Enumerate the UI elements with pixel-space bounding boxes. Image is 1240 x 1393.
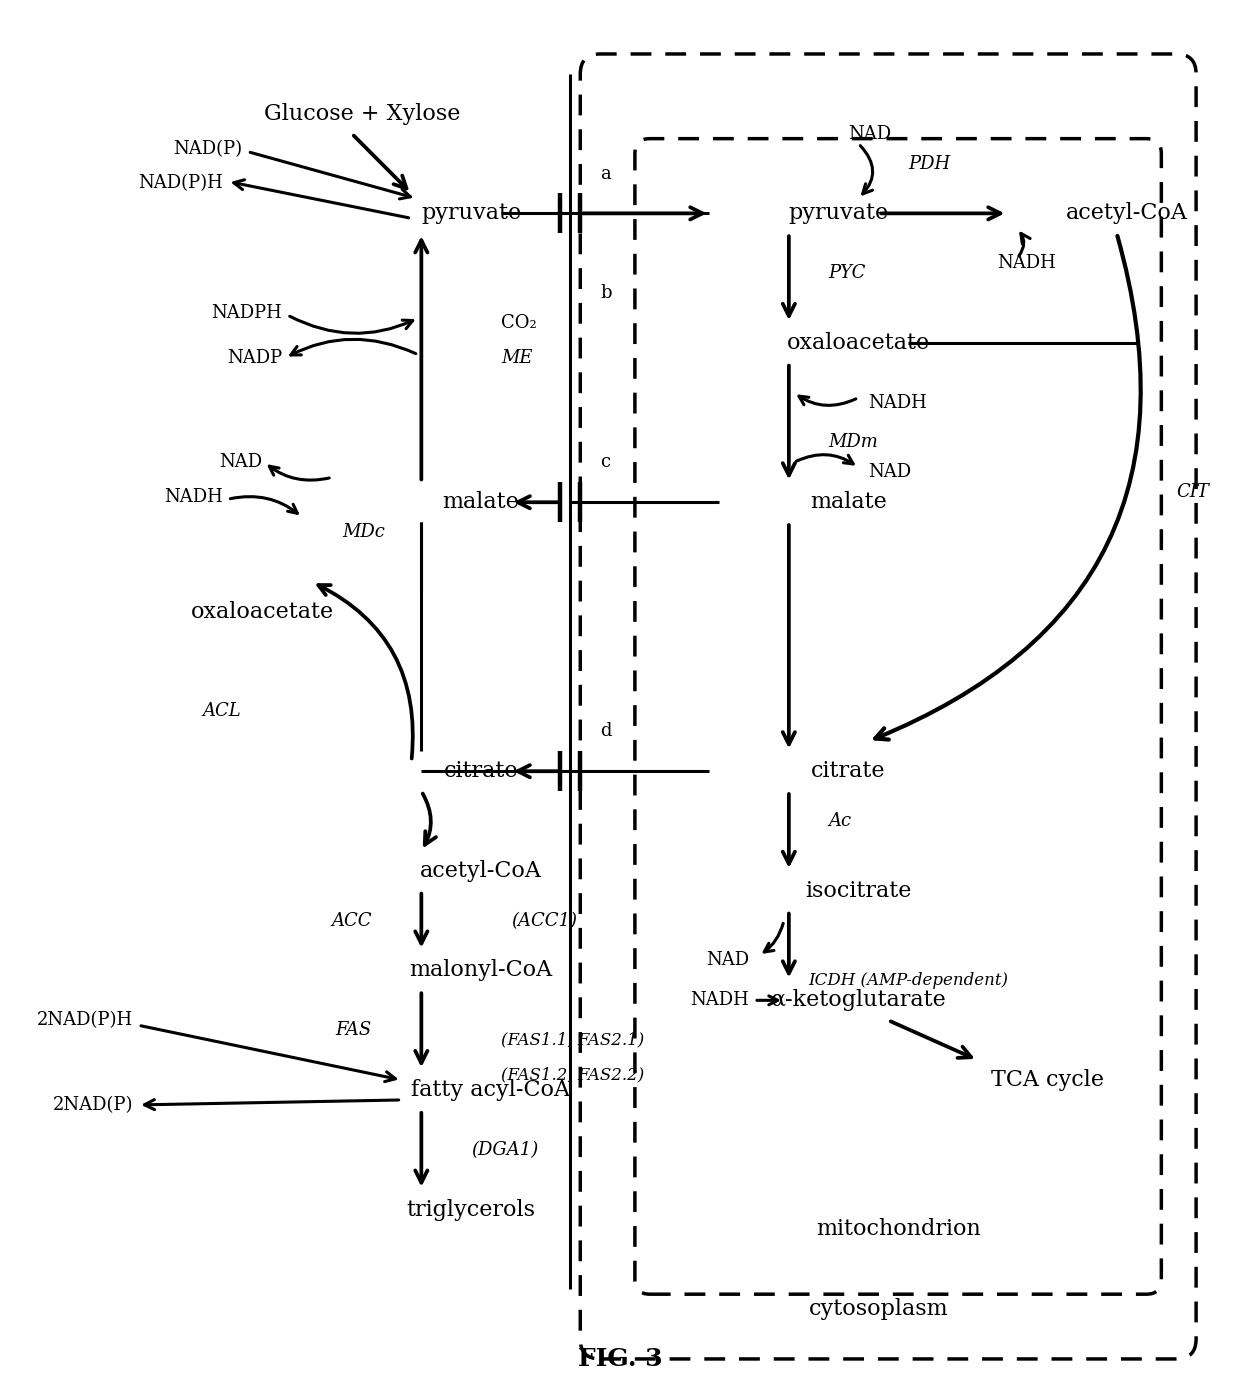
Text: pyruvate: pyruvate [420, 202, 521, 224]
Text: malate: malate [443, 492, 520, 513]
Text: acetyl-CoA: acetyl-CoA [420, 859, 542, 882]
Text: NAD: NAD [848, 124, 892, 142]
Text: c: c [600, 453, 610, 471]
Text: (FAS1.2, FAS2.2): (FAS1.2, FAS2.2) [501, 1067, 644, 1084]
Text: NADP: NADP [227, 348, 283, 366]
Text: Ac: Ac [828, 812, 852, 830]
Text: pyruvate: pyruvate [789, 202, 889, 224]
Text: Glucose + Xylose: Glucose + Xylose [264, 103, 460, 125]
Text: NAD(P)H: NAD(P)H [138, 174, 223, 192]
Text: MDc: MDc [342, 524, 384, 540]
Text: NADPH: NADPH [212, 304, 283, 322]
Text: FAS: FAS [336, 1021, 372, 1039]
Text: b: b [600, 284, 611, 302]
Text: ICDH (AMP-dependent): ICDH (AMP-dependent) [808, 972, 1008, 989]
Text: ACL: ACL [203, 702, 242, 720]
Text: NAD(P): NAD(P) [174, 139, 243, 157]
Text: NAD: NAD [706, 951, 749, 970]
Text: MDm: MDm [828, 433, 878, 451]
Text: isocitrate: isocitrate [805, 880, 911, 901]
Text: CIT: CIT [1177, 483, 1209, 501]
Text: α-ketoglutarate: α-ketoglutarate [770, 989, 946, 1011]
Text: FIG. 3: FIG. 3 [578, 1347, 662, 1371]
Text: NAD: NAD [868, 464, 911, 482]
Text: 2NAD(P): 2NAD(P) [53, 1096, 133, 1114]
Text: NAD: NAD [219, 453, 263, 471]
Text: PDH: PDH [908, 155, 950, 173]
Text: mitochondrion: mitochondrion [816, 1219, 981, 1240]
Text: CO₂: CO₂ [501, 313, 537, 332]
Text: triglycerols: triglycerols [407, 1198, 536, 1220]
Text: NADH: NADH [691, 992, 749, 1010]
Text: (DGA1): (DGA1) [471, 1141, 538, 1159]
Text: cytosoplasm: cytosoplasm [808, 1298, 949, 1321]
Text: NADH: NADH [164, 489, 223, 506]
Text: NADH: NADH [997, 254, 1056, 272]
Text: (ACC1): (ACC1) [511, 911, 577, 929]
Text: acetyl-CoA: acetyl-CoA [1065, 202, 1188, 224]
Text: NADH: NADH [868, 394, 928, 412]
Text: a: a [600, 164, 611, 182]
Text: PYC: PYC [828, 265, 866, 283]
Text: malonyl-CoA: malonyl-CoA [409, 960, 553, 982]
Text: 2NAD(P)H: 2NAD(P)H [37, 1011, 133, 1029]
Text: oxaloacetate: oxaloacetate [787, 332, 930, 354]
Text: citrate: citrate [444, 761, 518, 783]
Text: fatty acyl-CoA: fatty acyl-CoA [412, 1080, 570, 1100]
Text: TCA cycle: TCA cycle [991, 1068, 1104, 1091]
Text: oxaloacetate: oxaloacetate [191, 600, 334, 623]
Text: ME: ME [501, 348, 532, 366]
Text: d: d [600, 723, 611, 740]
Text: malate: malate [810, 492, 887, 513]
Text: citrate: citrate [811, 761, 885, 783]
Text: (FAS1.1, FAS2.1): (FAS1.1, FAS2.1) [501, 1032, 644, 1049]
Text: ACC: ACC [331, 911, 372, 929]
